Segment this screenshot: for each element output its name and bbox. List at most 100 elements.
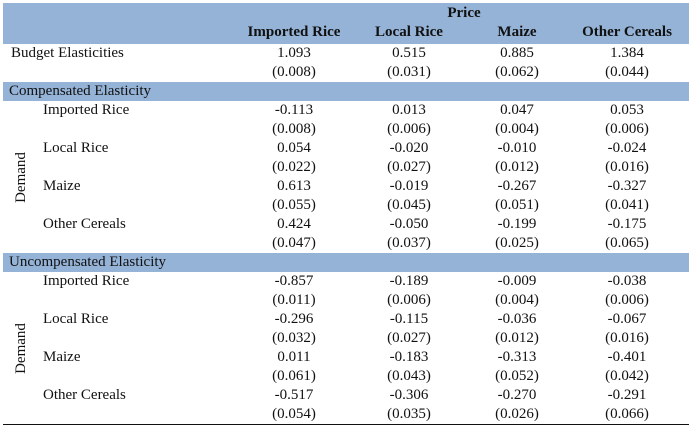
- table-cell: (0.045): [387, 197, 431, 213]
- table-cell: (0.035): [387, 406, 431, 422]
- table-cell: (0.044): [605, 64, 649, 80]
- table-cell: -0.020: [389, 140, 429, 156]
- row-label: Local Rice: [43, 140, 109, 156]
- table-cell: (0.025): [495, 235, 539, 251]
- table-cell: (0.061): [272, 368, 316, 384]
- table-cell: -0.270: [497, 387, 537, 403]
- section-header-compensated: Compensated Elasticity: [3, 82, 689, 101]
- budget-se-row: (0.008) (0.031) (0.062) (0.044): [3, 63, 689, 82]
- table-cell: -0.857: [274, 273, 314, 289]
- table-row-se: (0.022) (0.027) (0.012) (0.016): [3, 158, 689, 177]
- table-cell: -0.175: [607, 216, 647, 232]
- price-group-header: Price: [447, 5, 481, 21]
- column-header-imported-rice: Imported Rice: [247, 24, 341, 40]
- table-cell: (0.006): [387, 121, 431, 137]
- table-row: Maize 0.613 -0.019 -0.267 -0.327: [3, 177, 689, 196]
- table-row-se: (0.054) (0.035) (0.026) (0.066): [3, 405, 689, 424]
- table-row: Other Cereals -0.517 -0.306 -0.270 -0.291: [3, 386, 689, 405]
- table-cell: -0.291: [607, 387, 647, 403]
- row-label: Maize: [43, 178, 81, 194]
- table-cell: (0.006): [605, 292, 649, 308]
- budget-row: Budget Elasticities 1.093 0.515 0.885 1.…: [3, 44, 689, 63]
- table-cell: (0.016): [605, 330, 649, 346]
- table-row-se: (0.011) (0.006) (0.004) (0.006): [3, 291, 689, 310]
- table-row-se: (0.061) (0.043) (0.052) (0.042): [3, 367, 689, 386]
- table-row-se: (0.047) (0.037) (0.025) (0.065): [3, 234, 689, 253]
- table-cell: (0.055): [272, 197, 316, 213]
- table-row: Imported Rice -0.857 -0.189 -0.009 -0.038: [3, 272, 689, 291]
- table-cell: 0.424: [277, 216, 311, 232]
- table-cell: -0.313: [497, 349, 537, 365]
- table-cell: (0.065): [605, 235, 649, 251]
- table-cell: (0.062): [495, 64, 539, 80]
- table-cell: -0.038: [607, 273, 647, 289]
- table-cell: (0.042): [605, 368, 649, 384]
- table-bottom-rule: [3, 424, 689, 425]
- table-cell: 0.013: [392, 102, 426, 118]
- table-cell: (0.022): [272, 159, 316, 175]
- table-cell: -0.036: [497, 311, 537, 327]
- table-cell: 0.011: [277, 349, 311, 365]
- row-label: Imported Rice: [43, 273, 130, 289]
- table-header: Price Imported Rice Local Rice Maize Oth…: [3, 3, 689, 44]
- table-cell: (0.066): [605, 406, 649, 422]
- table-cell: (0.031): [387, 64, 431, 80]
- table-cell: -0.296: [274, 311, 314, 327]
- table-cell: (0.052): [495, 368, 539, 384]
- table-row: Imported Rice -0.113 0.013 0.047 0.053: [3, 101, 689, 120]
- table-cell: -0.183: [389, 349, 429, 365]
- table-cell: -0.267: [497, 178, 537, 194]
- table-cell: 1.093: [277, 45, 311, 61]
- table-cell: (0.047): [272, 235, 316, 251]
- table-cell: 0.885: [500, 45, 534, 61]
- table-cell: (0.043): [387, 368, 431, 384]
- row-label: Imported Rice: [43, 102, 130, 118]
- table-cell: (0.006): [605, 121, 649, 137]
- table-cell: -0.010: [497, 140, 537, 156]
- table-row: Maize 0.011 -0.183 -0.313 -0.401: [3, 348, 689, 367]
- table-cell: (0.054): [272, 406, 316, 422]
- uncompensated-block: Demand Imported Rice -0.857 -0.189 -0.009 -0…: [3, 272, 689, 424]
- table-cell: -0.050: [389, 216, 429, 232]
- column-header-local-rice: Local Rice: [375, 24, 443, 40]
- row-label: Budget Elasticities: [11, 45, 124, 61]
- table-row: Local Rice -0.296 -0.115 -0.036 -0.067: [3, 310, 689, 329]
- table-cell: -0.199: [497, 216, 537, 232]
- table-cell: -0.113: [274, 102, 314, 118]
- row-label: Other Cereals: [43, 216, 126, 232]
- section-header-uncompensated: Uncompensated Elasticity: [3, 253, 689, 272]
- table-cell: (0.016): [605, 159, 649, 175]
- table-cell: 0.054: [277, 140, 311, 156]
- table-row-se: (0.008) (0.006) (0.004) (0.006): [3, 120, 689, 139]
- table-cell: (0.027): [387, 330, 431, 346]
- table-cell: -0.327: [607, 178, 647, 194]
- table-cell: 1.384: [610, 45, 644, 61]
- table-cell: (0.006): [387, 292, 431, 308]
- table-cell: 0.515: [392, 45, 426, 61]
- table-cell: (0.027): [387, 159, 431, 175]
- table-cell: 0.053: [610, 102, 644, 118]
- table-cell: (0.011): [272, 292, 316, 308]
- table-cell: (0.008): [272, 64, 316, 80]
- table-cell: -0.024: [607, 140, 647, 156]
- table-cell: (0.012): [495, 159, 539, 175]
- row-label: Other Cereals: [43, 387, 126, 403]
- row-label: Maize: [43, 349, 81, 365]
- table-row-se: (0.055) (0.045) (0.051) (0.041): [3, 196, 689, 215]
- table-cell: (0.032): [272, 330, 316, 346]
- table-cell: (0.004): [495, 121, 539, 137]
- table-cell: (0.026): [495, 406, 539, 422]
- table-row: Local Rice 0.054 -0.020 -0.010 -0.024: [3, 139, 689, 158]
- table-cell: (0.004): [495, 292, 539, 308]
- row-label: Local Rice: [43, 311, 109, 327]
- column-headers: Imported Rice Local Rice Maize Other Cer…: [239, 24, 689, 42]
- table-cell: -0.009: [497, 273, 537, 289]
- table-cell: 0.047: [500, 102, 534, 118]
- table-cell: (0.012): [495, 330, 539, 346]
- table-row-se: (0.032) (0.027) (0.012) (0.016): [3, 329, 689, 348]
- table-cell: (0.008): [272, 121, 316, 137]
- compensated-block: Demand Imported Rice -0.113 0.013 0.047 0.05…: [3, 101, 689, 253]
- table-cell: -0.517: [274, 387, 314, 403]
- table-cell: (0.041): [605, 197, 649, 213]
- table-cell: -0.115: [389, 311, 429, 327]
